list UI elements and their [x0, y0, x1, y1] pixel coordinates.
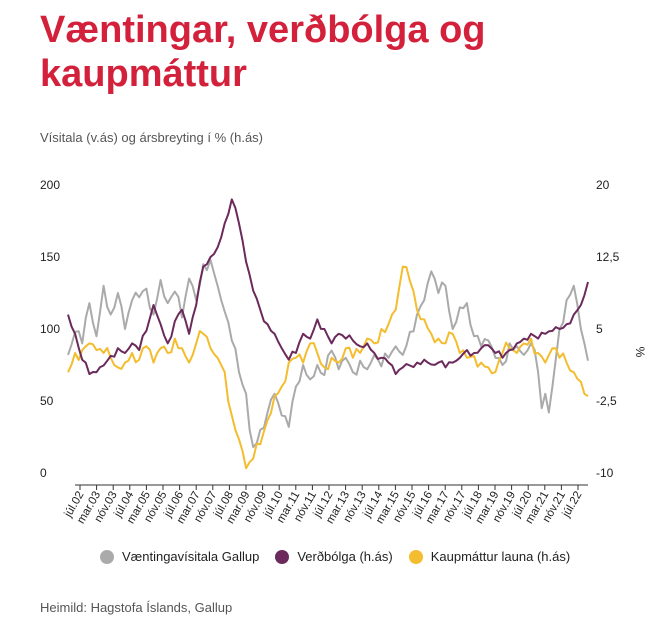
legend-item-gallup: Væntingavísitala Gallup [100, 549, 259, 564]
right-tick-label: 20 [596, 178, 610, 192]
legend-dot-gallup [100, 549, 114, 564]
legend-label-gallup: Væntingavísitala Gallup [122, 549, 260, 564]
chart-title: Væntingar, verðbólga og kaupmáttur [40, 9, 486, 95]
line-chart: 200 150 100 50 0 20 12,5 5 -2,5 -10 % júl.02mar.… [40, 178, 647, 526]
right-axis-ticks: 20 12,5 5 -2,5 -10 [596, 178, 620, 480]
legend: Væntingavísitala Gallup Verðbólga (h.ás)… [100, 549, 570, 564]
legend-item-inflation: Verðbólga (h.ás) [275, 549, 393, 564]
right-tick-label: -10 [596, 466, 614, 480]
left-tick-label: 0 [40, 466, 47, 480]
right-tick-label: 5 [596, 322, 603, 336]
x-axis-ticks: júl.02mar.03nóv.03júl.04mar.05nóv.05júl.… [62, 485, 585, 526]
legend-label-purchasing-power: Kaupmáttur launa (h.ás) [430, 549, 571, 564]
legend-dot-purchasing-power [408, 549, 423, 564]
legend-item-purchasing-power: Kaupmáttur launa (h.ás) [408, 549, 571, 564]
left-tick-label: 100 [40, 322, 60, 336]
left-tick-label: 150 [40, 250, 60, 264]
chart-subtitle: Vísitala (v.ás) og ársbreyting í % (h.ás… [40, 130, 264, 145]
legend-dot-inflation [275, 549, 290, 564]
left-axis-ticks: 200 150 100 50 0 [40, 178, 60, 480]
left-tick-label: 50 [40, 394, 54, 408]
series-group [67, 198, 589, 470]
right-tick-label: -2,5 [596, 394, 617, 408]
series-gallup [67, 258, 589, 449]
left-tick-label: 200 [40, 178, 60, 192]
series-inflation [67, 198, 589, 376]
series-purchasing-power [67, 265, 589, 470]
right-tick-label: 12,5 [596, 250, 620, 264]
source-note: Heimild: Hagstofa Íslands, Gallup [40, 600, 233, 615]
legend-label-inflation: Verðbólga (h.ás) [297, 549, 393, 564]
right-axis-label: % [633, 347, 647, 358]
